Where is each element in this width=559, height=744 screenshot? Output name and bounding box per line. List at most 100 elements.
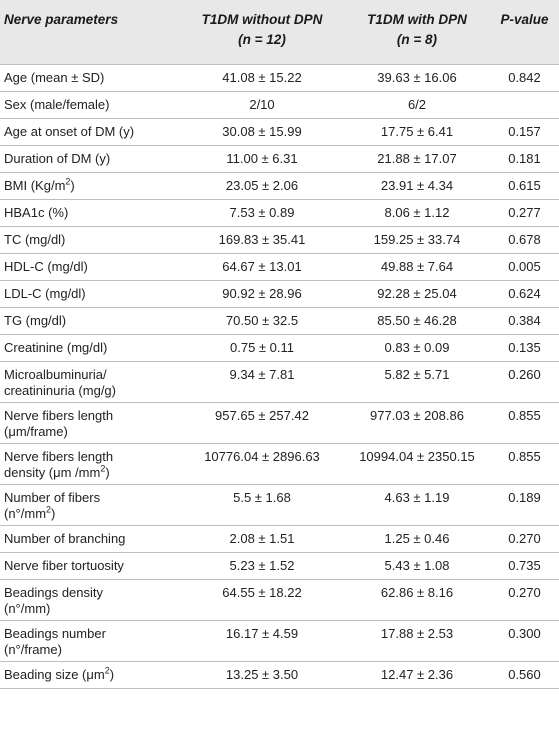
param-label: Age at onset of DM (y) [4,124,135,139]
value-with-dpn: 1.25 ± 0.46 [384,531,450,546]
row-divider [0,552,559,553]
value-without-dpn: 2/10 [249,97,275,112]
header-divider [0,64,559,65]
row-divider [0,525,559,526]
param-label: Number of fibers [4,490,101,505]
value-with-dpn: 8.06 ± 1.12 [384,205,450,220]
value-with-dpn: 5.43 ± 1.08 [384,558,450,573]
param-label: Sex (male/female) [4,97,110,112]
param-label: Microalbuminuria/ [4,367,107,382]
header-pvalue: P-value [500,12,549,27]
value-without-dpn: 16.17 ± 4.59 [225,626,299,641]
row-divider [0,91,559,92]
param-text-after: ) [105,465,110,480]
row-divider [0,361,559,362]
value-with-dpn: 62.86 ± 8.16 [380,585,454,600]
value-without-dpn: 41.08 ± 15.22 [222,70,302,85]
value-without-dpn: 13.25 ± 3.50 [225,667,299,682]
value-with-dpn: 21.88 ± 17.07 [377,151,457,166]
value-with-dpn: 85.50 ± 46.28 [377,313,457,328]
table-header-row: Nerve parameters T1DM without DPN (n = 1… [0,0,559,64]
param-label: Number of branching [4,531,126,546]
value-without-dpn: 957.65 ± 257.42 [215,408,309,423]
param-label: Nerve fibers length [4,408,114,423]
p-value: 0.270 [508,585,541,600]
value-with-dpn: 49.88 ± 7.64 [380,259,454,274]
row-divider [0,145,559,146]
row-divider [0,172,559,173]
p-value: 0.735 [508,558,541,573]
row-divider [0,226,559,227]
param-text: density (μm /mm [4,465,101,480]
superscript: 2 [104,665,110,676]
value-without-dpn: 30.08 ± 15.99 [222,124,302,139]
value-with-dpn: 10994.04 ± 2350.15 [359,449,475,464]
param-label: Beadings density [4,585,104,600]
value-without-dpn: 23.05 ± 2.06 [225,178,299,193]
row-divider [0,443,559,444]
p-value: 0.005 [508,259,541,274]
value-without-dpn: 0.75 ± 0.11 [230,340,294,355]
p-value: 0.384 [508,313,541,328]
value-without-dpn: 70.50 ± 32.5 [225,313,299,328]
param-label-line2: (n°/mm) [4,601,51,616]
row-divider [0,661,559,662]
param-label: HDL-C (mg/dl) [4,259,88,274]
param-text: BMI (Kg/m [4,178,66,193]
p-value: 0.189 [508,490,541,505]
p-value: 0.300 [508,626,541,641]
row-divider [0,118,559,119]
row-divider [0,280,559,281]
value-without-dpn: 90.92 ± 28.96 [222,286,302,301]
row-divider [0,484,559,485]
value-without-dpn: 10776.04 ± 2896.63 [204,449,320,464]
value-without-dpn: 5.23 ± 1.52 [229,558,295,573]
param-label-line2: density (μm /mm2) [4,463,180,481]
p-value: 0.855 [508,449,541,464]
param-label: Beadings number [4,626,106,641]
param-label: Duration of DM (y) [4,151,111,166]
value-without-dpn: 64.67 ± 13.01 [222,259,302,274]
value-without-dpn: 11.00 ± 6.31 [226,151,298,166]
row-divider [0,307,559,308]
p-value: 0.615 [508,178,541,193]
param-label-line2: creatininuria (mg/g) [4,383,116,398]
param-label-line2: (n°/frame) [4,642,62,657]
p-value: 0.678 [508,232,541,247]
p-value: 0.855 [508,408,541,423]
param-text-after: ) [51,506,56,521]
p-value: 0.260 [508,367,541,382]
superscript: 2 [100,463,106,474]
param-label: Beading size (μm2) [4,665,180,683]
header-with-dpn-line1: T1DM with DPN [367,12,467,27]
value-with-dpn: 17.88 ± 2.53 [380,626,454,641]
value-with-dpn: 4.63 ± 1.19 [384,490,450,505]
value-with-dpn: 6/2 [407,97,427,112]
param-text-after: ) [109,667,115,682]
param-label: Nerve fiber tortuosity [4,558,124,573]
param-label: Nerve fibers length [4,449,114,464]
param-label: Age (mean ± SD) [4,70,105,85]
row-divider [0,579,559,580]
value-without-dpn: 7.53 ± 0.89 [229,205,295,220]
value-without-dpn: 64.55 ± 18.22 [222,585,302,600]
value-without-dpn: 2.08 ± 1.51 [229,531,295,546]
header-without-dpn-line2: (n = 12) [238,32,286,47]
p-value: 0.277 [508,205,541,220]
value-with-dpn: 5.82 ± 5.71 [384,367,450,382]
p-value: 0.181 [508,151,541,166]
value-without-dpn: 169.83 ± 35.41 [218,232,306,247]
param-label: Creatinine (mg/dl) [4,340,108,355]
value-with-dpn: 12.47 ± 2.36 [380,667,454,682]
row-divider [0,620,559,621]
header-with-dpn-line2: (n = 8) [396,32,438,47]
param-label-line2: (n°/mm2) [4,505,180,522]
value-with-dpn: 0.83 ± 0.09 [384,340,450,355]
param-label: TG (mg/dl) [4,313,67,328]
param-text: Beading size (μm [4,667,105,682]
param-text-after: ) [70,178,75,193]
row-divider [0,688,559,689]
value-without-dpn: 9.34 ± 7.81 [229,367,295,382]
row-divider [0,253,559,254]
